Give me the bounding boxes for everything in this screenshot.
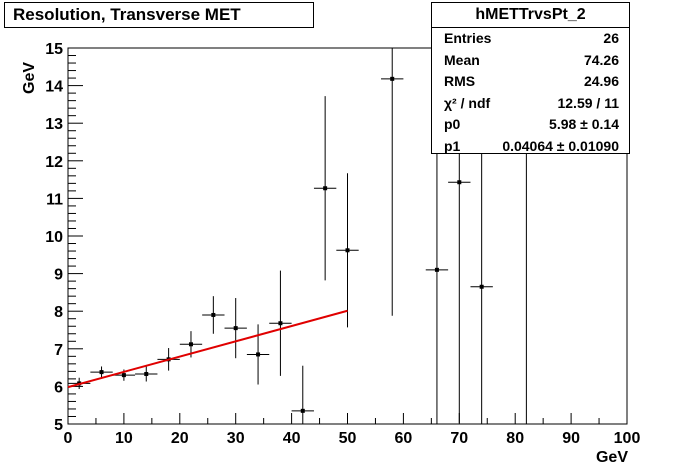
stats-key: Entries (444, 30, 492, 46)
point-marker (144, 371, 149, 376)
data-point (381, 48, 404, 316)
stats-row: RMS 24.96 (432, 71, 629, 93)
y-tick-label: 5 (54, 417, 63, 434)
chart-title: Resolution, Transverse MET (4, 2, 314, 28)
x-tick-label: 10 (115, 430, 133, 447)
y-tick-label: 6 (54, 379, 63, 396)
x-tick-label: 30 (227, 430, 245, 447)
y-tick-label: 13 (45, 116, 63, 133)
x-tick-label: 90 (562, 430, 580, 447)
point-marker (188, 342, 193, 347)
data-point (202, 296, 225, 334)
data-point (425, 115, 449, 424)
x-tick-label: 50 (339, 430, 357, 447)
y-tick-label: 15 (45, 41, 63, 58)
y-tick-label: 8 (54, 304, 63, 321)
x-tick-label: 100 (614, 430, 641, 447)
y-tick-label: 9 (54, 267, 63, 284)
point-marker (121, 373, 126, 378)
data-point (90, 366, 113, 378)
y-tick-label: 10 (45, 229, 63, 246)
data-point (313, 96, 337, 281)
stats-value: 74.26 (583, 51, 619, 68)
data-point (224, 298, 247, 359)
stats-value: 0.04064 ± 0.01090 (502, 137, 619, 154)
point-marker (211, 312, 216, 317)
fit-line (67, 309, 348, 389)
stats-row: p1 0.04064 ± 0.01090 (432, 136, 629, 158)
x-tick-label: 20 (171, 430, 189, 447)
point-marker (345, 248, 350, 253)
stats-value: 26 (603, 30, 619, 46)
point-marker (278, 321, 283, 326)
x-axis-label: GeV (596, 449, 628, 466)
y-tick-label: 14 (45, 79, 63, 96)
y-axis-label: GeV (21, 62, 38, 94)
point-marker (256, 352, 261, 357)
stats-value: 12.59 / 11 (557, 94, 619, 111)
x-tick-label: 70 (450, 430, 468, 447)
y-tick-label: 7 (54, 342, 63, 359)
x-tick-label: 40 (283, 430, 301, 447)
data-point (269, 270, 292, 376)
y-tick-label: 11 (46, 191, 63, 208)
stats-row: χ² / ndf 12.59 / 11 (432, 93, 629, 115)
point-marker (99, 370, 104, 375)
point-marker (434, 267, 439, 272)
stats-box: hMETTrvsPt_2 Entries 26 Mean 74.26 RMS 24.96 χ… (431, 2, 630, 154)
stats-key: p1 (444, 137, 461, 154)
stats-key: Mean (444, 51, 480, 68)
point-marker (233, 326, 238, 331)
point-marker (300, 408, 305, 413)
stats-value: 24.96 (583, 73, 619, 89)
stats-row: Entries 26 (432, 28, 629, 50)
stats-row: Mean 74.26 (432, 50, 629, 72)
stats-key: p0 (444, 116, 461, 132)
data-point (291, 365, 314, 424)
data-point (470, 149, 493, 424)
data-point (336, 173, 359, 328)
y-tick-label: 12 (45, 154, 63, 171)
point-marker (457, 180, 462, 185)
stats-name: hMETTrvsPt_2 (432, 3, 629, 28)
point-marker (390, 76, 395, 81)
data-point (135, 366, 158, 382)
stats-key: χ² / ndf (444, 94, 491, 111)
point-marker (323, 186, 328, 191)
x-tick-label: 60 (395, 430, 413, 447)
x-tick-label: 80 (506, 430, 524, 447)
stats-value: 5.98 ± 0.14 (549, 116, 619, 132)
x-tick-label: 0 (64, 430, 73, 447)
stats-row: p0 5.98 ± 0.14 (432, 114, 629, 136)
point-marker (479, 284, 484, 289)
stats-key: RMS (444, 73, 476, 89)
